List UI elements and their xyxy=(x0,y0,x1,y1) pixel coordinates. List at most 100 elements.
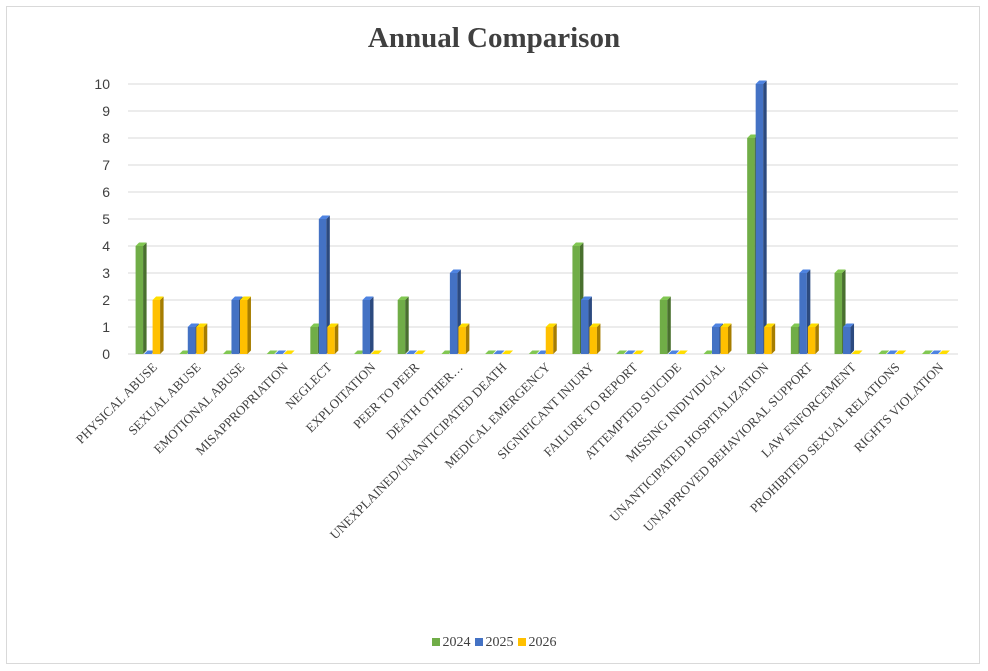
bar-top xyxy=(764,323,776,327)
bar-top xyxy=(397,296,409,300)
bar-front xyxy=(843,327,851,354)
bar xyxy=(659,296,671,354)
bar xyxy=(633,350,645,354)
bar-side xyxy=(326,215,330,354)
bar-front xyxy=(755,84,764,354)
bar-top xyxy=(528,350,540,354)
bar-top xyxy=(659,296,671,300)
bar xyxy=(362,296,374,354)
bar-top xyxy=(580,296,592,300)
bar-top xyxy=(633,350,645,354)
bar-top xyxy=(310,323,322,327)
bar-front xyxy=(711,327,720,354)
bar xyxy=(283,350,295,354)
bar xyxy=(327,323,339,354)
bar-top xyxy=(196,323,208,327)
bar-top xyxy=(851,350,863,354)
bar-top xyxy=(502,350,514,354)
legend-swatch xyxy=(517,638,526,646)
bar-top xyxy=(144,350,156,354)
bar-top xyxy=(283,350,295,354)
bar-front xyxy=(152,300,161,354)
bar-front xyxy=(659,300,668,354)
y-tick-label: 1 xyxy=(102,319,110,335)
y-tick-label: 3 xyxy=(102,265,110,281)
bar-top xyxy=(711,323,723,327)
bar-front xyxy=(720,327,728,354)
x-tick-label: PHYSICAL ABUSE xyxy=(73,359,160,446)
bar xyxy=(152,296,164,354)
bar-top xyxy=(790,323,802,327)
bar xyxy=(458,323,470,354)
bar xyxy=(318,215,330,354)
bar-front xyxy=(239,300,248,354)
bar xyxy=(266,350,278,354)
bar-top xyxy=(231,296,243,300)
bar-front xyxy=(834,273,843,354)
bar xyxy=(222,350,234,354)
bar xyxy=(414,350,426,354)
bar xyxy=(676,350,688,354)
bar-top xyxy=(406,350,418,354)
bar-front xyxy=(807,327,816,354)
bar-top xyxy=(624,350,636,354)
bar-top xyxy=(179,350,191,354)
legend-label: 2026 xyxy=(528,635,557,650)
bar xyxy=(878,350,890,354)
bar-front xyxy=(580,300,589,354)
bar xyxy=(843,323,855,354)
y-tick-label: 10 xyxy=(94,76,110,92)
bar xyxy=(371,350,383,354)
bar xyxy=(921,350,933,354)
bar-top xyxy=(485,350,497,354)
bar-top xyxy=(834,269,846,273)
legend-item: 2025 xyxy=(474,635,514,651)
bar-side xyxy=(553,323,557,354)
bar-front xyxy=(196,327,204,354)
y-tick-label: 2 xyxy=(102,292,110,308)
bar xyxy=(807,323,819,354)
bar xyxy=(624,350,636,354)
legend-label: 2024 xyxy=(442,635,471,650)
bar xyxy=(938,350,950,354)
bar-front xyxy=(458,327,466,354)
y-axis-ticks: 0 1 2 3 4 5 6 7 8 9 10 xyxy=(94,76,110,362)
y-tick-label: 6 xyxy=(102,184,110,200)
bar-top xyxy=(275,350,287,354)
bar xyxy=(930,350,942,354)
bar-top xyxy=(493,350,505,354)
bar-top xyxy=(441,350,453,354)
bar-side xyxy=(763,80,767,354)
bar xyxy=(851,350,863,354)
bar-top xyxy=(135,242,147,246)
bar-top xyxy=(755,80,767,84)
bar xyxy=(755,80,767,354)
bar xyxy=(144,350,156,354)
bar-top xyxy=(589,323,601,327)
legend-swatch xyxy=(474,638,483,646)
bar xyxy=(196,323,208,354)
bar-side xyxy=(405,296,409,354)
bar-front xyxy=(318,219,327,354)
bar-top xyxy=(187,323,199,327)
bar xyxy=(502,350,514,354)
bar-top xyxy=(938,350,950,354)
legend-swatch xyxy=(431,638,440,646)
bar xyxy=(135,242,147,354)
bar-side xyxy=(203,323,208,354)
bar xyxy=(275,350,287,354)
bar xyxy=(239,296,251,354)
bar-side xyxy=(143,242,147,354)
legend-label: 2025 xyxy=(485,635,514,650)
bar-top xyxy=(458,323,470,327)
chart-title: Annual Comparison xyxy=(367,22,621,54)
bar-side xyxy=(667,296,671,354)
bar-side xyxy=(334,323,339,354)
bar-front xyxy=(545,327,554,354)
bar-top xyxy=(930,350,942,354)
bar-side xyxy=(160,296,164,354)
bar-front xyxy=(231,300,239,354)
x-tick-label: DEATH OTHER… xyxy=(383,360,466,443)
bar-side xyxy=(727,323,732,354)
